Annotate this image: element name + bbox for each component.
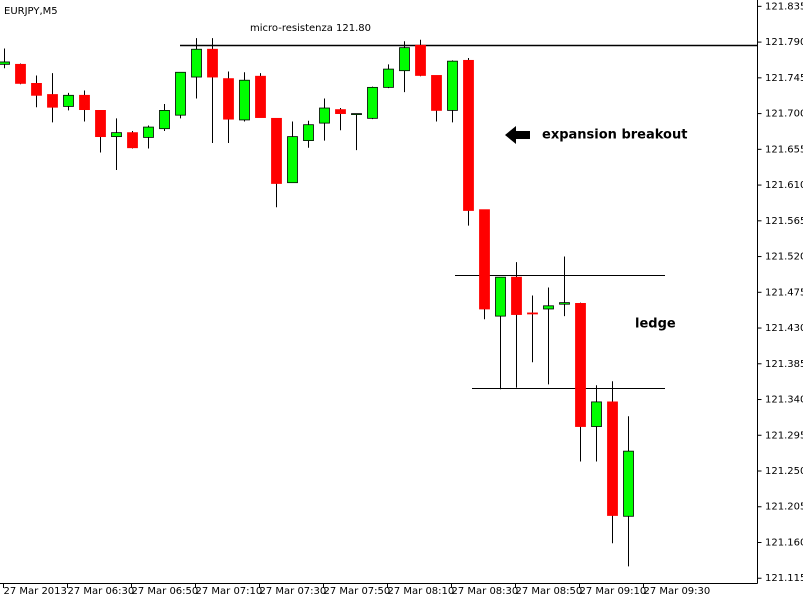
x-tick-label: 27 Mar 09:30	[644, 586, 711, 597]
candle-body	[287, 136, 298, 184]
candle-body	[319, 107, 330, 124]
y-tick-label: 121.205	[765, 502, 803, 513]
candle-body	[239, 79, 250, 121]
candle-body	[79, 94, 90, 111]
x-tick-label: 27 Mar 07:30	[260, 586, 327, 597]
y-tick-label: 121.835	[765, 1, 803, 12]
y-tick-label: 121.385	[765, 359, 803, 370]
breakout-label: expansion breakout	[542, 128, 687, 143]
x-tick-label: 27 Mar 07:10	[196, 586, 263, 597]
candle-body	[543, 305, 554, 310]
y-tick-label: 121.655	[765, 144, 803, 155]
candle-body	[495, 276, 506, 317]
y-tick-label: 121.610	[765, 180, 803, 191]
candle-body	[0, 61, 10, 65]
x-tick-label: 27 Mar 06:50	[132, 586, 199, 597]
candle-body	[255, 75, 266, 118]
candle-body	[335, 109, 346, 114]
y-tick-label: 121.430	[765, 323, 803, 334]
candle-body	[591, 401, 602, 427]
candle-body	[527, 312, 538, 315]
candle-body	[351, 113, 362, 115]
ledge-label: ledge	[635, 317, 676, 332]
candle-body	[207, 48, 218, 78]
x-tick-label: 27 Mar 08:30	[452, 586, 519, 597]
candle-body	[415, 44, 426, 76]
candle-body	[15, 63, 26, 84]
x-tick-label: 27 Mar 09:10	[580, 586, 647, 597]
y-tick-label: 121.115	[765, 573, 803, 584]
candle-body	[623, 450, 634, 517]
x-tick-label: 27 Mar 2013	[4, 586, 67, 597]
y-tick-label: 121.250	[765, 466, 803, 477]
y-tick-label: 121.340	[765, 395, 803, 406]
candle-body	[111, 132, 122, 138]
resistance-label: micro-resistenza 121.80	[250, 23, 371, 34]
x-tick-label: 27 Mar 08:10	[388, 586, 455, 597]
y-tick-label: 121.160	[765, 537, 803, 548]
x-tick-label: 27 Mar 06:30	[68, 586, 135, 597]
y-tick-label: 121.745	[765, 73, 803, 84]
x-tick-label: 27 Mar 08:50	[516, 586, 583, 597]
y-tick-label: 121.700	[765, 109, 803, 120]
y-tick-label: 121.295	[765, 430, 803, 441]
candle-body	[463, 59, 474, 211]
candle-body	[159, 110, 170, 130]
y-tick-label: 121.565	[765, 216, 803, 227]
candle-body	[31, 82, 42, 96]
candle-body	[511, 276, 522, 315]
candle-body	[431, 75, 442, 111]
y-tick-label: 121.790	[765, 37, 803, 48]
candle-body	[559, 302, 570, 305]
candle-body	[271, 117, 282, 184]
y-tick-label: 121.520	[765, 252, 803, 263]
candle-body	[63, 94, 74, 107]
candle-body	[479, 209, 490, 310]
candle-body	[447, 60, 458, 111]
candle-body	[223, 78, 234, 120]
candle-body	[399, 47, 410, 72]
candle-body	[607, 401, 618, 516]
candle-body	[175, 71, 186, 116]
x-tick-label: 27 Mar 07:50	[324, 586, 391, 597]
candle-body	[575, 303, 586, 427]
candle-body	[191, 48, 202, 78]
arrow	[505, 126, 530, 144]
candle-body	[143, 126, 154, 138]
candle-body	[47, 94, 58, 108]
y-tick-label: 121.475	[765, 287, 803, 298]
candle-body	[127, 132, 138, 149]
candle-body	[95, 110, 106, 138]
candle-body	[383, 68, 394, 88]
candle-body	[303, 124, 314, 141]
candle-body	[367, 86, 378, 119]
chart-title: EURJPY,M5	[4, 6, 58, 17]
